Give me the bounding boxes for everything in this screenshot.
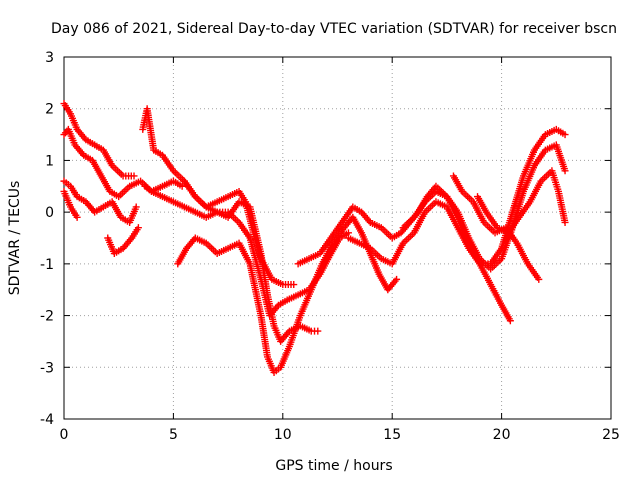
y-tick-label: -4 [40, 412, 54, 428]
data-point [314, 327, 322, 335]
y-tick-label: 2 [45, 102, 54, 118]
data-points [60, 100, 569, 376]
series-arc-1 [60, 100, 138, 180]
series-arc-12 [399, 141, 569, 273]
y-tick-label: -1 [40, 257, 54, 273]
data-point [132, 203, 140, 211]
series-arc-4 [60, 187, 81, 221]
x-axis-label: GPS time / hours [275, 458, 392, 474]
y-tick-label: -2 [40, 309, 54, 325]
series-arc-9 [180, 177, 298, 289]
data-point [134, 224, 142, 232]
series-arc-5 [104, 224, 142, 258]
x-tick-label: 25 [602, 427, 620, 443]
series-arc-8 [174, 213, 401, 376]
series-arc-13 [449, 172, 543, 283]
data-point [178, 182, 186, 190]
data-point [290, 281, 298, 289]
series-arc-11 [344, 125, 569, 268]
axis-ticks: 0 5 10 15 20 25 -4 -3 -2 -1 0 1 2 3 [40, 50, 620, 443]
y-tick-label: 0 [45, 205, 54, 221]
y-axis-label: SDTVAR / TECUs [7, 181, 23, 296]
chart-title: Day 086 of 2021, Sidereal Day-to-day VTE… [51, 21, 617, 37]
data-point [561, 167, 569, 175]
x-tick-label: 0 [60, 427, 69, 443]
series-arc-3 [60, 177, 140, 226]
y-tick-label: 1 [45, 153, 54, 169]
data-point [506, 317, 514, 325]
plot-frame [63, 56, 612, 420]
data-point [561, 131, 569, 139]
x-tick-label: 20 [493, 427, 511, 443]
series-arc-6 [139, 105, 322, 345]
y-tick-label: 3 [45, 50, 54, 66]
x-tick-label: 15 [383, 427, 401, 443]
series-arc-14 [474, 167, 569, 237]
data-point [561, 218, 569, 226]
data-point [393, 275, 401, 283]
data-point [130, 172, 138, 180]
x-tick-label: 10 [274, 427, 292, 443]
y-tick-label: -3 [40, 360, 54, 376]
data-point [73, 213, 81, 221]
data-point [535, 275, 543, 283]
x-tick-label: 5 [169, 427, 178, 443]
